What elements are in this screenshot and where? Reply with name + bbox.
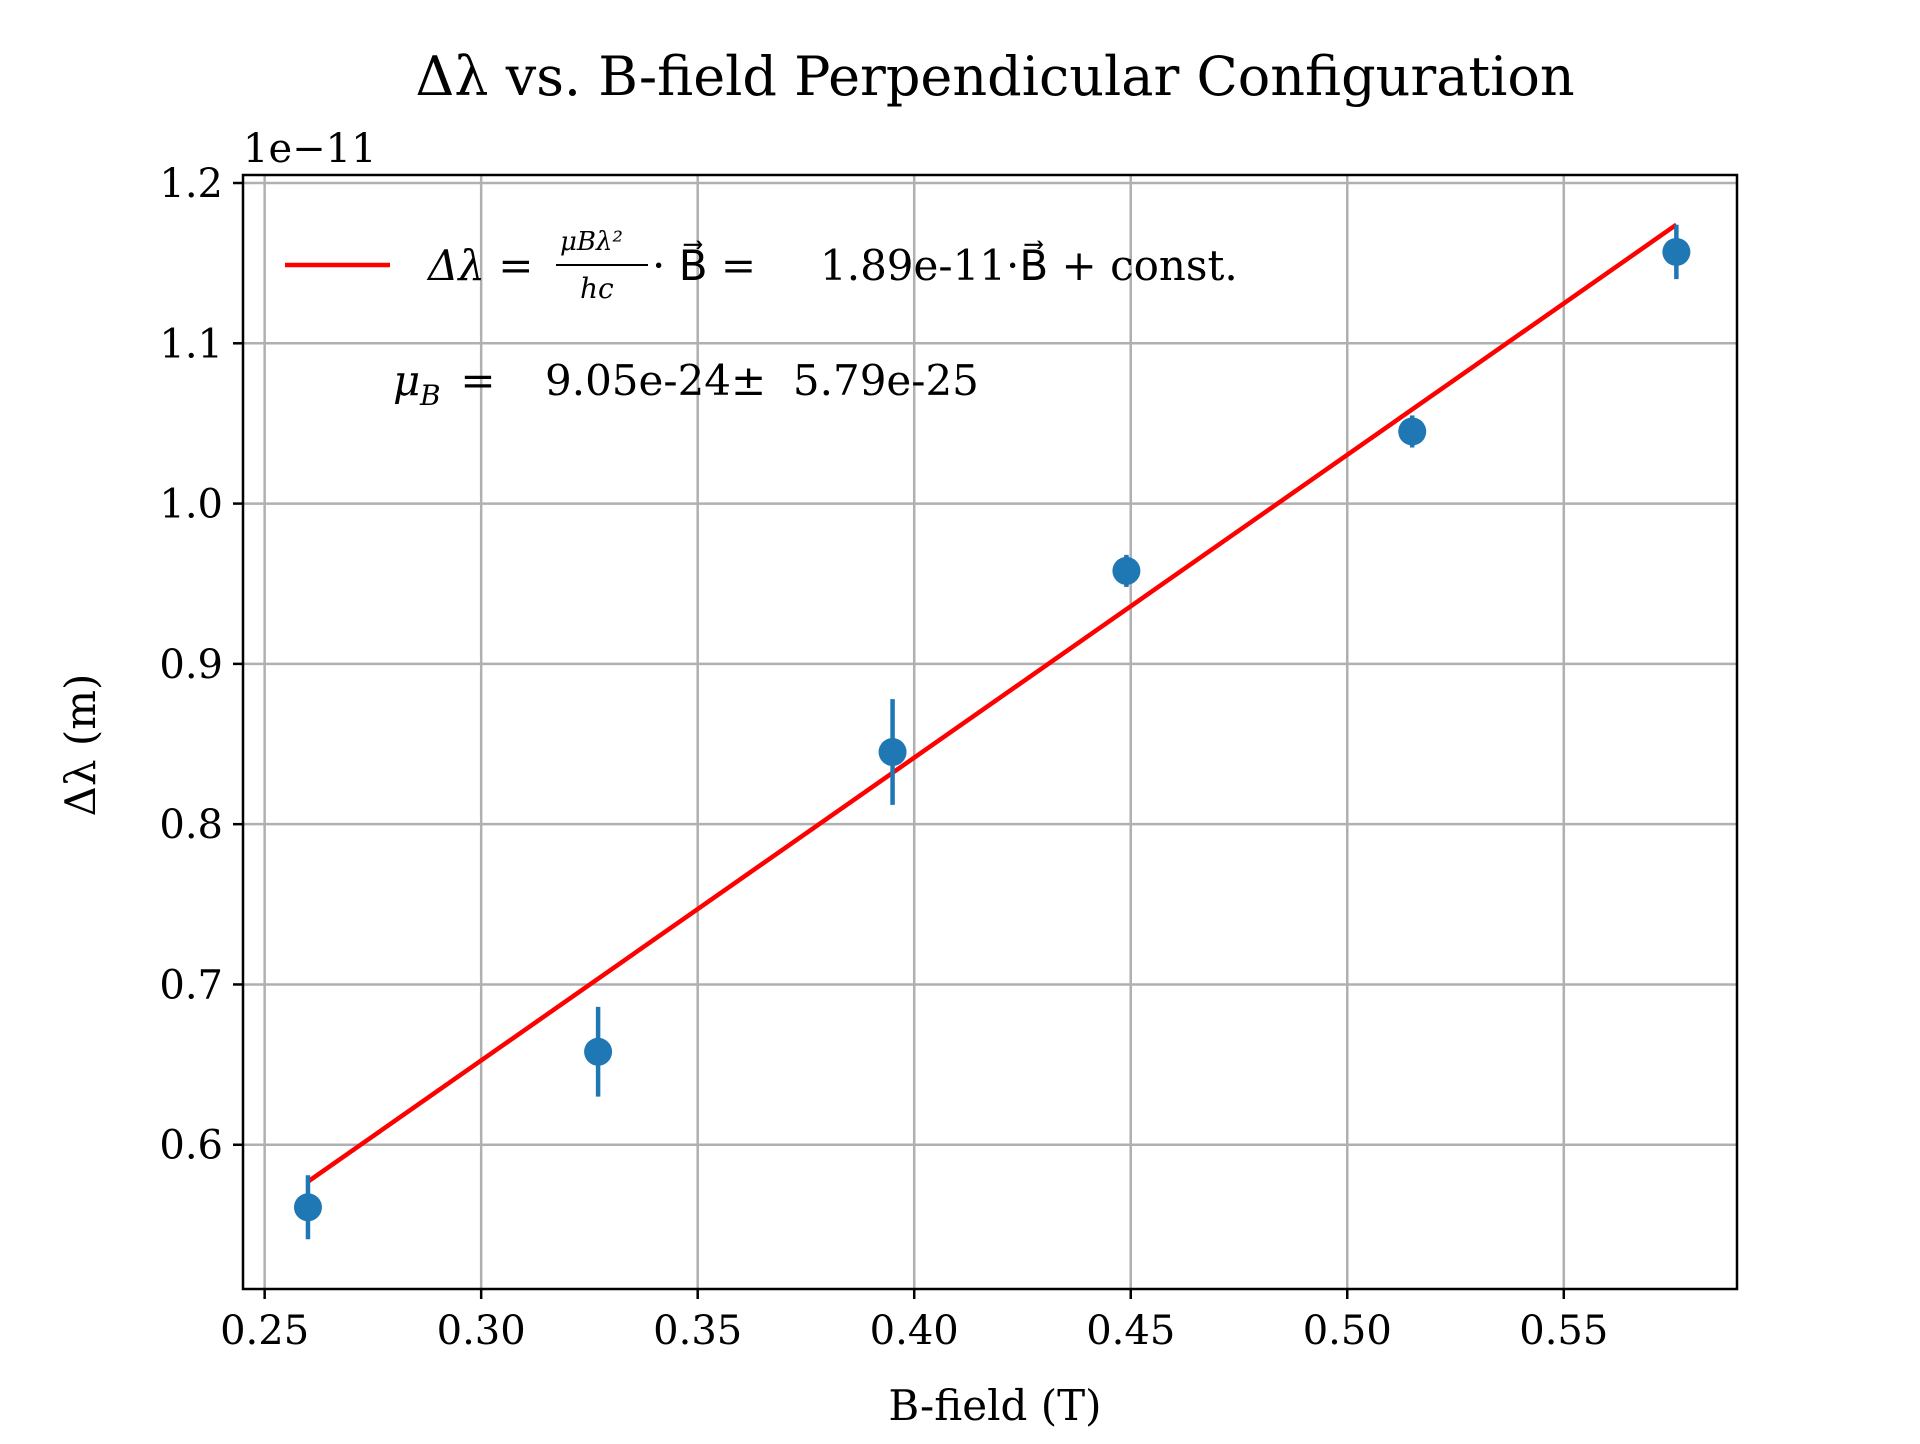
legend-fraction-numerator: μBλ² xyxy=(560,227,623,257)
y-tick-label: 0.7 xyxy=(159,962,223,1008)
mu-subscript: B xyxy=(419,379,441,412)
plot-frame xyxy=(241,173,1739,1291)
data-point xyxy=(1662,237,1691,266)
x-tick-label: 0.50 xyxy=(1303,1308,1392,1354)
x-tick-label: 0.55 xyxy=(1519,1308,1608,1354)
data-point xyxy=(1112,556,1141,585)
y-axis-label: Δλ (m) xyxy=(56,674,105,817)
y-tick-label: 0.9 xyxy=(159,642,223,688)
mu-b-annotation: μ B = 9.05e-24± 5.79e-25 xyxy=(393,356,979,412)
y-tick-label: 0.8 xyxy=(159,802,223,848)
mu-symbol: μ xyxy=(393,356,420,405)
grid-lines xyxy=(243,175,1737,1289)
axis-ticks: 0.25 0.30 0.35 0.40 0.45 0.50 0.55 0.6 0.7 0.8 0.9… xyxy=(159,161,1608,1354)
mu-value: 9.05e-24± 5.79e-25 xyxy=(545,356,979,405)
legend-mid: · B⃗ = xyxy=(652,240,756,290)
chart-title: Δλ vs. B-field Perpendicular Configurati… xyxy=(415,45,1574,108)
legend-value: 1.89e-11·B⃗ + const. xyxy=(820,240,1238,290)
data-points-layer xyxy=(293,224,1691,1240)
legend-prefix: Δλ = xyxy=(426,241,534,290)
fit-line-layer xyxy=(306,222,1678,1184)
x-tick-label: 0.45 xyxy=(1086,1308,1175,1354)
legend-fraction-denominator: hc xyxy=(580,272,614,305)
mu-equals: = xyxy=(447,356,522,405)
data-point xyxy=(1398,417,1427,446)
x-tick-label: 0.30 xyxy=(437,1308,526,1354)
x-tick-label: 0.35 xyxy=(653,1308,742,1354)
x-tick-label: 0.25 xyxy=(220,1308,309,1354)
x-tick-label: 0.40 xyxy=(870,1308,959,1354)
data-point xyxy=(293,1193,322,1222)
fit-line xyxy=(306,222,1678,1184)
data-point xyxy=(878,738,907,767)
y-offset-label: 1e−11 xyxy=(243,126,377,172)
y-tick-label: 1.1 xyxy=(159,321,223,367)
y-tick-label: 0.6 xyxy=(159,1123,223,1169)
y-tick-label: 1.0 xyxy=(159,482,223,528)
x-axis-label: B-field (T) xyxy=(888,1381,1101,1430)
y-tick-label: 1.2 xyxy=(159,161,223,207)
data-point xyxy=(584,1037,613,1066)
legend: Δλ = μBλ² hc · B⃗ = 1.89e-11·B⃗ + const. xyxy=(285,227,1238,305)
